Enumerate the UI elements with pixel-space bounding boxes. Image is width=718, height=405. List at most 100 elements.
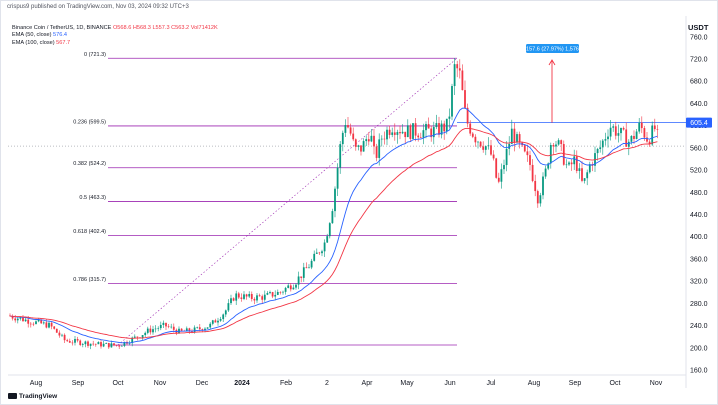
candle-body xyxy=(144,332,147,336)
candle-body xyxy=(427,123,430,129)
candle-body xyxy=(523,145,526,152)
candle-body xyxy=(534,180,537,192)
candle-body xyxy=(159,324,162,329)
candle-body xyxy=(87,341,89,346)
legend-ema100-row[interactable]: EMA (100, close) 567.7 xyxy=(12,40,218,47)
y-tick-label: 280.0 xyxy=(690,301,708,308)
candle-body xyxy=(328,223,331,237)
y-tick-label: 240.0 xyxy=(690,323,708,330)
x-tick-label: May xyxy=(400,380,414,387)
candle-body xyxy=(289,285,292,290)
candle-body xyxy=(487,145,490,147)
measure-label-text: 157.6 (27.97%) 1,576 xyxy=(526,47,579,53)
fib-level-label: 0.618 (402.4) xyxy=(73,229,106,235)
candle-body xyxy=(362,141,365,152)
candle-body xyxy=(305,267,308,269)
candle-body xyxy=(555,144,557,147)
candle-body xyxy=(404,131,407,138)
candle-body xyxy=(219,319,222,321)
candle-body xyxy=(440,123,443,135)
tradingview-logo[interactable]: TradingView xyxy=(8,393,57,400)
candle-body xyxy=(445,118,448,132)
candle-body xyxy=(627,141,630,147)
candle-body xyxy=(575,156,578,171)
candle-body xyxy=(136,336,139,338)
price-badge xyxy=(686,117,712,128)
candle-body xyxy=(393,132,396,135)
candle-body xyxy=(243,294,245,299)
candle-body xyxy=(276,291,279,295)
candle-body xyxy=(396,132,399,135)
candle-body xyxy=(466,107,469,124)
legend-symbol-row: Binance Coin / TetherUS, 1D, BINANCE O56… xyxy=(12,25,218,32)
candle-body xyxy=(37,319,40,322)
legend-symbol[interactable]: Binance Coin / TetherUS, 1D, BINANCE xyxy=(12,25,112,31)
candle-body xyxy=(643,128,646,138)
candle-body xyxy=(279,291,282,293)
candle-body xyxy=(354,139,357,147)
y-tick-label: 440.0 xyxy=(690,212,708,219)
y-tick-label: 640.0 xyxy=(690,101,708,108)
x-tick-label: Nov xyxy=(650,380,663,387)
candle-body xyxy=(323,242,326,252)
y-tick-label: 400.0 xyxy=(690,234,708,241)
candle-body xyxy=(191,331,193,333)
candle-body xyxy=(373,135,375,147)
candle-body xyxy=(477,141,479,143)
candle-body xyxy=(656,129,659,130)
candle-body xyxy=(100,342,102,347)
candle-body xyxy=(599,147,602,149)
x-tick-label: Dec xyxy=(196,380,209,387)
candle-body xyxy=(388,129,391,135)
candle-body xyxy=(625,129,628,147)
candle-body xyxy=(479,141,482,147)
candle-body xyxy=(310,260,313,268)
ema50-line xyxy=(9,107,658,344)
fib-level-label: 0.236 (599.5) xyxy=(73,119,106,125)
candle-body xyxy=(89,343,92,346)
candle-body xyxy=(162,322,165,325)
candle-body xyxy=(172,326,175,330)
candle-body xyxy=(315,252,318,254)
candle-body xyxy=(464,90,466,108)
candle-body xyxy=(383,138,386,140)
candle-body xyxy=(588,164,591,173)
candle-body xyxy=(105,342,108,344)
candle-body xyxy=(646,137,648,142)
candle-body xyxy=(222,314,225,320)
candle-body xyxy=(380,138,383,140)
legend-ema50-value: 576.4 xyxy=(53,32,68,39)
candle-body xyxy=(451,86,453,117)
candle-body xyxy=(58,332,61,336)
candle-body xyxy=(630,135,633,142)
y-tick-label-top: 760.0 xyxy=(690,34,708,41)
candle-body xyxy=(185,328,188,332)
candle-body xyxy=(339,144,342,168)
candle-body xyxy=(453,64,456,87)
candle-body xyxy=(570,162,573,165)
candle-body xyxy=(539,195,542,204)
candle-body xyxy=(237,293,240,298)
candle-body xyxy=(256,295,258,301)
x-tick-label: Sep xyxy=(569,380,582,387)
candle-body xyxy=(232,298,235,301)
candle-body xyxy=(516,134,518,143)
candle-body xyxy=(198,327,201,330)
candle-body xyxy=(443,123,446,132)
candle-body xyxy=(482,146,485,150)
candle-body xyxy=(456,64,459,69)
candle-body xyxy=(529,155,531,165)
candle-body xyxy=(9,315,11,317)
fib-level-label: 0.786 (315.7) xyxy=(73,277,106,283)
candle-body xyxy=(526,151,529,156)
chart-legend: Binance Coin / TetherUS, 1D, BINANCE O56… xyxy=(12,25,218,47)
candle-body xyxy=(409,125,412,139)
legend-ema100-value: 567.7 xyxy=(56,39,71,46)
legend-ema50-row[interactable]: EMA (50, close) 576.4 xyxy=(12,32,218,39)
candle-body xyxy=(648,141,651,145)
candle-body xyxy=(146,328,149,333)
candle-body xyxy=(284,287,287,292)
candle-body xyxy=(536,191,539,204)
candle-body xyxy=(110,343,113,348)
